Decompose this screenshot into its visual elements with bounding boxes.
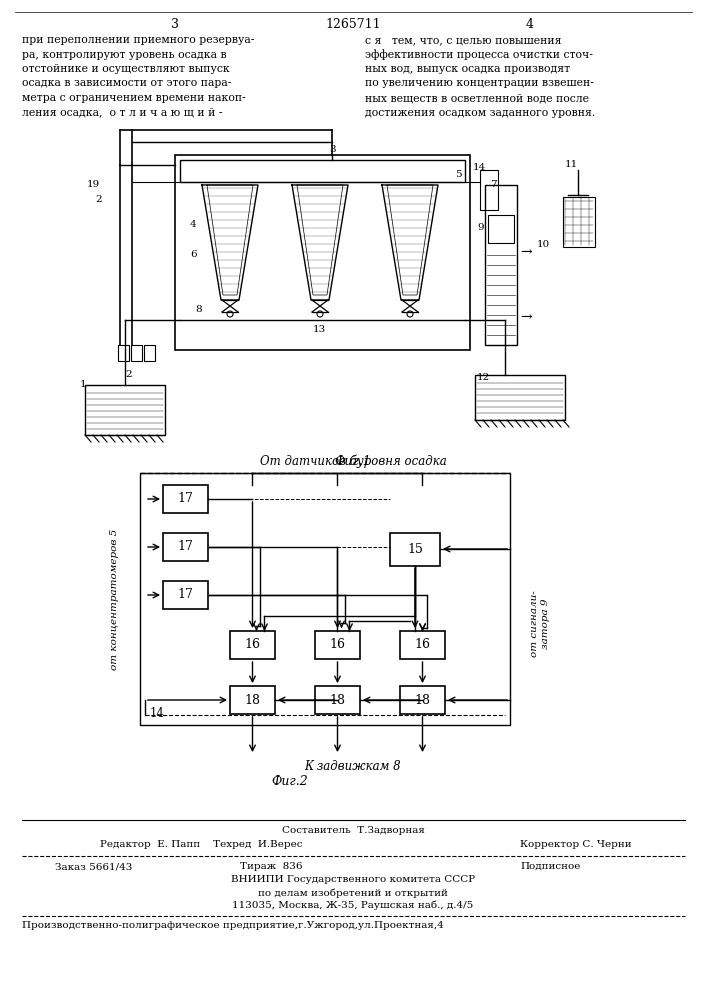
Text: 8: 8: [195, 305, 201, 314]
Text: ных веществ в осветленной воде после: ных веществ в осветленной воде после: [365, 93, 589, 103]
Text: →: →: [520, 245, 532, 259]
Text: с я   тем, что, с целью повышения: с я тем, что, с целью повышения: [365, 35, 561, 45]
Text: достижения осадком заданного уровня.: достижения осадком заданного уровня.: [365, 107, 595, 117]
Text: Заказ 5661/43: Заказ 5661/43: [55, 862, 132, 871]
Text: 16: 16: [329, 639, 346, 652]
Text: 4: 4: [190, 220, 197, 229]
Text: Редактор  Е. Папп    Техред  И.Верес: Редактор Е. Папп Техред И.Верес: [100, 840, 303, 849]
Bar: [118, 345, 129, 361]
Text: 14: 14: [150, 707, 165, 720]
Text: Фиг.1: Фиг.1: [334, 455, 371, 468]
Text: от сигнали-
затора 9: от сигнали- затора 9: [530, 590, 550, 657]
Bar: [315, 686, 360, 714]
Bar: [390, 533, 440, 566]
Text: От датчиков буровня осадка: От датчиков буровня осадка: [259, 455, 446, 468]
Text: 12: 12: [477, 373, 490, 382]
Bar: [85, 385, 165, 435]
Text: 7: 7: [490, 180, 496, 189]
Text: 15: 15: [407, 543, 423, 556]
Bar: [144, 345, 155, 361]
Text: ра, контролируют уровень осадка в: ра, контролируют уровень осадка в: [22, 49, 227, 60]
Text: К задвижкам 8: К задвижкам 8: [305, 760, 402, 773]
Bar: [131, 345, 142, 361]
Text: 19: 19: [87, 180, 100, 189]
Text: эффективности процесса очистки сточ-: эффективности процесса очистки сточ-: [365, 49, 593, 60]
Bar: [180, 160, 465, 182]
Text: 18: 18: [245, 694, 260, 706]
Bar: [475, 375, 565, 420]
Text: Подписное: Подписное: [520, 862, 580, 871]
Text: 4: 4: [526, 18, 534, 31]
Text: 18: 18: [329, 694, 346, 706]
Text: по делам изобретений и открытий: по делам изобретений и открытий: [258, 888, 448, 898]
Text: →: →: [520, 310, 532, 324]
Text: по увеличению концентрации взвешен-: по увеличению концентрации взвешен-: [365, 79, 594, 89]
Text: 6: 6: [190, 250, 197, 259]
Bar: [230, 686, 275, 714]
Text: отстойнике и осуществляют выпуск: отстойнике и осуществляют выпуск: [22, 64, 230, 74]
Text: 2: 2: [95, 195, 102, 204]
Text: 9: 9: [477, 223, 484, 232]
Text: 17: 17: [177, 540, 194, 554]
Bar: [315, 631, 360, 659]
Bar: [400, 686, 445, 714]
Text: 1: 1: [80, 380, 87, 389]
Text: 3: 3: [329, 145, 336, 154]
Text: от концентратомеров 5: от концентратомеров 5: [110, 528, 119, 670]
Bar: [163, 581, 208, 609]
Bar: [140, 473, 510, 725]
Text: 17: 17: [177, 492, 194, 506]
Text: 1265711: 1265711: [325, 18, 381, 31]
Text: ных вод, выпуск осадка производят: ных вод, выпуск осадка производят: [365, 64, 570, 74]
Text: 113035, Москва, Ж-35, Раушская наб., д.4/5: 113035, Москва, Ж-35, Раушская наб., д.4…: [233, 901, 474, 910]
Text: 5: 5: [455, 170, 462, 179]
Text: 3: 3: [171, 18, 179, 31]
Bar: [163, 533, 208, 561]
Bar: [175, 155, 470, 350]
Text: Тираж  836: Тираж 836: [240, 862, 303, 871]
Text: 18: 18: [414, 694, 431, 706]
Bar: [163, 485, 208, 513]
Text: Производственно-полиграфическое предприятие,г.Ужгород,ул.Проектная,4: Производственно-полиграфическое предприя…: [22, 921, 444, 930]
Text: метра с ограничением времени накоп-: метра с ограничением времени накоп-: [22, 93, 246, 103]
Text: при переполнении приемного резервуа-: при переполнении приемного резервуа-: [22, 35, 255, 45]
Text: ления осадка,  о т л и ч а ю щ и й -: ления осадка, о т л и ч а ю щ и й -: [22, 107, 223, 117]
Text: 2: 2: [125, 370, 132, 379]
Text: 16: 16: [414, 639, 431, 652]
Bar: [230, 631, 275, 659]
Text: 10: 10: [537, 240, 550, 249]
Bar: [488, 215, 514, 243]
Bar: [480, 170, 498, 210]
Text: 13: 13: [312, 325, 326, 334]
Bar: [563, 197, 595, 247]
Text: Корректор С. Черни: Корректор С. Черни: [520, 840, 631, 849]
Text: 14: 14: [473, 163, 486, 172]
Bar: [485, 185, 517, 345]
Text: осадка в зависимости от этого пара-: осадка в зависимости от этого пара-: [22, 79, 231, 89]
Text: Составитель  Т.Задворная: Составитель Т.Задворная: [281, 826, 424, 835]
Text: 16: 16: [245, 639, 260, 652]
Text: 11: 11: [565, 160, 578, 169]
Text: Фиг.2: Фиг.2: [271, 775, 308, 788]
Bar: [400, 631, 445, 659]
Text: ВНИИПИ Государственного комитета СССР: ВНИИПИ Государственного комитета СССР: [231, 875, 475, 884]
Text: 17: 17: [177, 588, 194, 601]
